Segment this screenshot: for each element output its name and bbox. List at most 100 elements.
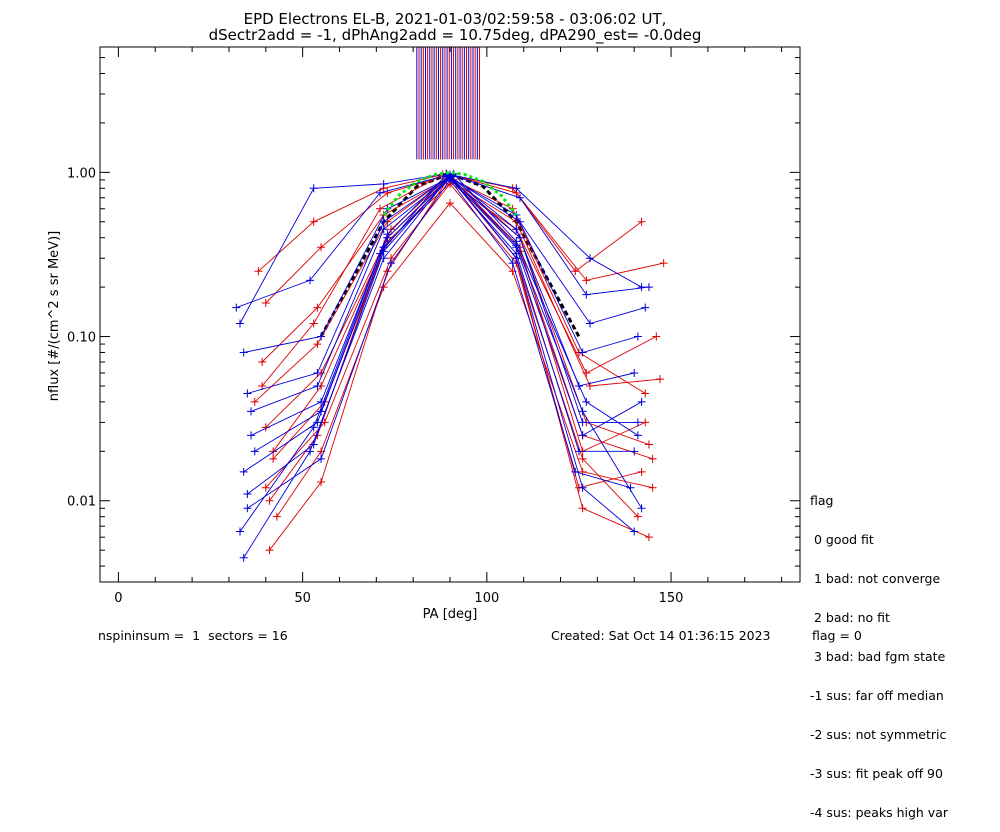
flag-legend: flag 0 good fit 1 bad: not converge 2 ba…	[810, 468, 948, 832]
series-point-10-2	[376, 204, 384, 213]
series-point-3-1	[313, 303, 322, 312]
series-point-13-6	[637, 283, 646, 292]
series-point-0-0	[265, 546, 274, 555]
x-tick-label-0: 0	[114, 591, 122, 606]
series-point-22-0	[250, 447, 259, 456]
series-point-9-0	[265, 496, 274, 505]
series-point-13-5	[586, 254, 594, 263]
series-point-0-1	[317, 478, 326, 487]
series-point-14-2	[376, 188, 384, 197]
series-point-7-0	[250, 397, 259, 406]
x-axis-label: PA [deg]	[423, 607, 478, 622]
series-point-6-5	[578, 467, 587, 476]
series-point-19-1	[317, 454, 326, 463]
legend-item-7: -4 sus: peaks high var	[810, 805, 949, 820]
series-point-14-6	[644, 283, 653, 292]
series-point-23-1	[309, 440, 318, 449]
series-point-23-4	[512, 241, 521, 250]
series-line-14	[236, 174, 649, 309]
series-line-16	[247, 175, 635, 394]
series-point-21-0	[247, 407, 256, 416]
series-point-2-6	[659, 259, 668, 268]
series-point-17-4	[516, 233, 524, 242]
y-axis-label: nflux [#/(cm^2 s sr MeV)]	[47, 231, 62, 401]
series-point-19-5	[571, 467, 580, 476]
legend-title: flag	[810, 493, 834, 508]
series-line-4	[272, 175, 646, 452]
legend-item-1: 1 bad: not converge	[810, 571, 941, 586]
series-point-16-4	[512, 225, 521, 234]
series-point-17-0	[247, 431, 256, 440]
series-point-18-0	[239, 467, 248, 476]
axes-group: 0 50 100 150 0.01 0.10 1.00	[67, 47, 800, 606]
fit-curve	[382, 170, 518, 216]
y-tick-label-1: 0.10	[67, 331, 96, 346]
series-point-23-6	[637, 504, 646, 513]
series-point-18-5	[574, 447, 583, 456]
series-point-1-0	[254, 267, 263, 276]
series-point-7-1	[313, 340, 322, 349]
series-point-5-0	[261, 483, 270, 492]
series-line-7	[254, 177, 661, 403]
y-tick-label-0: 0.01	[67, 495, 96, 510]
series-point-10-0	[258, 381, 267, 390]
series-point-1-6	[637, 217, 646, 226]
series-point-21-1	[313, 381, 322, 390]
series-point-16-6	[630, 368, 639, 377]
series-point-11-6	[648, 454, 657, 463]
series-point-11-0	[269, 454, 278, 463]
series-point-6-6	[648, 483, 657, 492]
series-point-2-0	[261, 299, 270, 308]
legend-item-0: 0 good fit	[810, 532, 874, 547]
footer-spin-info: nspininsum = 1 sectors = 16	[98, 628, 288, 643]
series-point-12-1	[306, 447, 314, 456]
y-tick-label-2: 1.00	[67, 166, 96, 181]
x-tick-label-2: 100	[474, 591, 499, 606]
series-point-21-6	[641, 303, 650, 312]
legend-item-4: -1 sus: far off median	[810, 688, 944, 703]
series-point-20-6	[637, 397, 646, 406]
series-point-8-2	[387, 225, 396, 234]
series-point-10-6	[641, 389, 650, 398]
series-point-16-2	[379, 217, 388, 226]
series-point-0-6	[644, 533, 653, 542]
legend-item-3: 3 bad: bad fgm state	[810, 649, 946, 664]
series-point-19-4	[508, 259, 517, 268]
series-point-23-5	[578, 407, 587, 416]
series-point-3-5	[582, 368, 591, 377]
series-point-22-6	[633, 431, 642, 440]
series-point-0-5	[578, 504, 587, 513]
series-point-12-0	[239, 553, 248, 562]
series-point-10-1	[309, 319, 318, 328]
series-point-3-6	[652, 332, 661, 341]
series-line-9	[269, 176, 639, 518]
series-point-15-6	[633, 332, 642, 341]
series-point-23-2	[379, 247, 388, 256]
fit-curve-group	[382, 170, 518, 216]
series-point-1-5	[571, 267, 580, 276]
series-point-18-1	[313, 418, 322, 427]
series-point-19-0	[243, 504, 252, 513]
series-point-21-5	[586, 319, 594, 328]
plot-frame	[99, 46, 801, 583]
series-point-1-1	[309, 217, 318, 226]
series-point-15-5	[578, 348, 587, 357]
series-point-23-3	[446, 172, 454, 181]
series-point-17-6	[633, 418, 642, 427]
series-point-14-1	[306, 276, 314, 285]
series-point-13-0	[236, 319, 244, 328]
series-point-14-5	[582, 290, 591, 299]
series-point-17-5	[578, 418, 587, 427]
series-point-22-2	[383, 233, 392, 242]
series-point-21-4	[516, 217, 524, 226]
series-point-8-6	[644, 440, 653, 449]
x-tick-label-1: 50	[294, 591, 311, 606]
chart-title-line-2: dSectr2add = -1, dPhAng2add = 10.75deg, …	[209, 26, 702, 45]
series-point-13-2	[379, 179, 388, 188]
series-point-3-0	[258, 357, 267, 366]
series-point-4-6	[641, 418, 650, 427]
series-point-2-2	[383, 188, 392, 197]
epd-pitch-angle-chart: EPD Electrons EL-B, 2021-01-03/02:59:58 …	[47, 10, 801, 622]
series-point-2-1	[317, 243, 326, 252]
pa90-markers-group	[416, 47, 480, 160]
